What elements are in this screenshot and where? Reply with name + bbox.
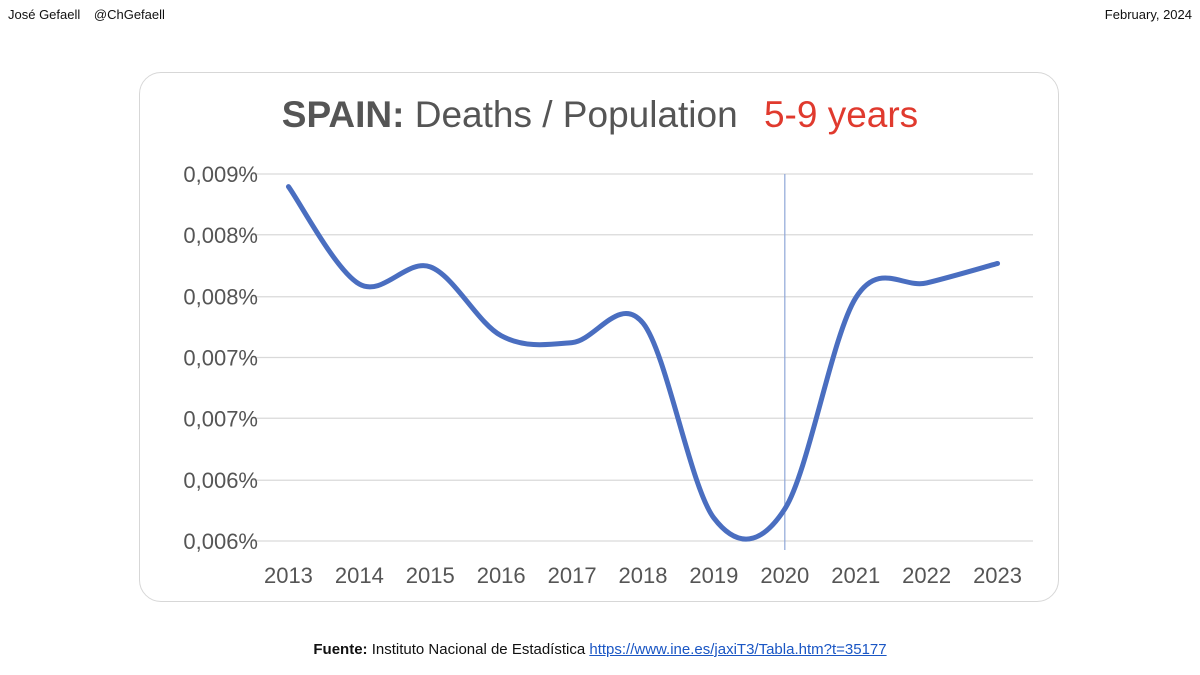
x-tick-label: 2019 (689, 563, 738, 588)
y-tick-label: 0,007% (183, 346, 258, 371)
x-tick-label: 2016 (477, 563, 526, 588)
x-tick-label: 2013 (264, 563, 313, 588)
y-tick-label: 0,009% (183, 162, 258, 187)
x-tick-label: 2021 (831, 563, 880, 588)
source-note: Fuente: Instituto Nacional de Estadístic… (0, 641, 1200, 658)
y-tick-label: 0,007% (183, 406, 258, 431)
source-text: Instituto Nacional de Estadística (371, 641, 586, 658)
x-tick-label: 2020 (760, 563, 809, 588)
author-credit: José Gefaell @ChGefaell (8, 7, 165, 22)
y-tick-label: 0,006% (183, 529, 258, 554)
publish-date: February, 2024 (1104, 7, 1192, 22)
x-tick-label: 2014 (335, 563, 384, 588)
source-link[interactable]: https://www.ine.es/jaxiT3/Tabla.htm?t=35… (589, 641, 887, 658)
chart-title-metric: Deaths / Population (414, 94, 738, 135)
x-tick-label: 2023 (973, 563, 1022, 588)
series-line (285, 184, 1001, 542)
x-tick-label: 2015 (406, 563, 455, 588)
chart-title-country: SPAIN: (281, 94, 405, 135)
y-tick-label: 0,008% (183, 285, 258, 310)
y-tick-label: 0,008% (183, 223, 258, 248)
y-tick-label: 0,006% (183, 468, 258, 493)
author-handle: @ChGefaell (93, 7, 165, 22)
x-tick-label: 2018 (619, 563, 668, 588)
x-tick-label: 2022 (902, 563, 951, 588)
chart-title: SPAIN: Deaths / Population 5-9 years (0, 94, 1200, 136)
author-name: José Gefaell (8, 7, 81, 22)
chart-card (139, 72, 1059, 602)
x-tick-label: 2017 (548, 563, 597, 588)
chart-title-age-group: 5-9 years (763, 94, 919, 135)
source-label: Fuente: (313, 641, 368, 658)
